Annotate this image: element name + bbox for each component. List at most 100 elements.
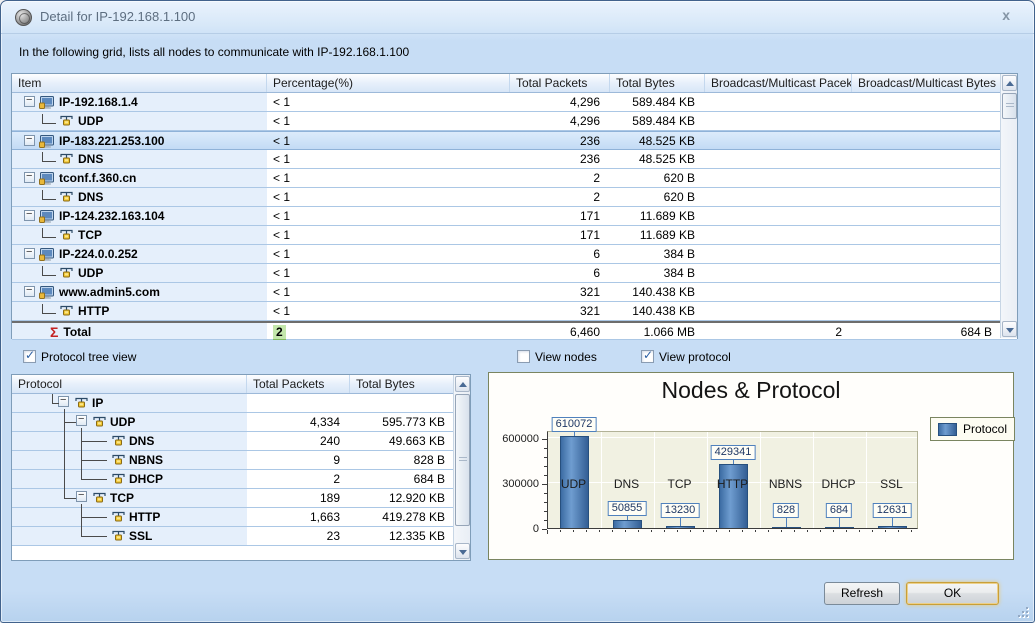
ptotal-packets-cell — [247, 394, 350, 412]
bm-bytes-cell — [852, 150, 1002, 168]
ptotal-bytes-cell: 828 B — [413, 453, 445, 467]
collapse-toggle-icon[interactable] — [24, 208, 35, 221]
bar-label-connector — [574, 432, 575, 436]
column-header-total-packets[interactable]: Total Packets — [510, 74, 610, 92]
bm-packets-cell — [705, 283, 852, 301]
chart-bar[interactable] — [878, 526, 907, 528]
view-nodes-label: View nodes — [535, 350, 597, 364]
protocol-tree-view-option[interactable]: Protocol tree view — [23, 348, 136, 366]
protocol-tree-view-checkbox[interactable] — [23, 348, 36, 363]
total-packets-cell: 236 — [579, 152, 600, 166]
node-name: IP-224.0.0.252 — [59, 247, 138, 261]
table-row[interactable]: UDP < 1 4,296 589.484 KB — [12, 112, 1017, 131]
collapse-toggle-icon[interactable] — [76, 413, 87, 426]
column-header-total-bytes[interactable]: Total Bytes — [610, 74, 705, 92]
collapse-toggle-icon[interactable] — [24, 246, 35, 259]
column-header-protocol[interactable]: Protocol — [12, 375, 247, 393]
protocol-name: TCP — [110, 491, 134, 505]
view-protocol-checkbox[interactable] — [641, 348, 654, 363]
table-row[interactable]: IP-124.232.163.104 < 1 171 11.689 KB — [12, 207, 1017, 226]
percentage-cell: < 1 — [273, 152, 291, 166]
bm-bytes-cell — [852, 112, 1002, 130]
bm-packets-cell — [705, 112, 852, 130]
scrollbar-thumb[interactable] — [1002, 93, 1017, 119]
protocol-row[interactable]: NBNS 9 828 B — [12, 451, 470, 470]
column-header-ptotal-packets[interactable]: Total Packets — [247, 375, 350, 393]
resize-grip[interactable] — [1016, 605, 1028, 617]
column-header-item[interactable]: Item — [12, 74, 267, 92]
chart-bar[interactable] — [825, 527, 854, 528]
column-header-bm-bytes[interactable]: Broadcast/Multicast Bytes — [852, 74, 1002, 92]
protocol-table-scrollbar[interactable] — [453, 375, 470, 560]
total-bytes-cell: 48.525 KB — [638, 152, 695, 166]
scroll-up-icon[interactable] — [455, 376, 470, 392]
table-row[interactable]: IP-224.0.0.252 < 1 6 384 B — [12, 245, 1017, 264]
column-header-bm-packets[interactable]: Broadcast/Multicast Pacekts — [705, 74, 852, 92]
chart-panel: Nodes & Protocol 610072 50855 13230 429341 8… — [488, 372, 1016, 560]
bm-bytes-cell — [852, 207, 1002, 225]
table-row[interactable]: IP-192.168.1.4 < 1 4,296 589.484 KB — [12, 93, 1017, 112]
bar-value-label: 828 — [772, 503, 800, 518]
scroll-down-icon[interactable] — [455, 543, 470, 559]
protocol-name: UDP — [78, 114, 104, 128]
chart-bar[interactable] — [613, 520, 642, 528]
bm-bytes-cell — [852, 302, 1002, 320]
protocol-row[interactable]: HTTP 1,663 419.278 KB — [12, 508, 470, 527]
collapse-toggle-icon[interactable] — [24, 133, 35, 146]
table-row[interactable]: DNS < 1 236 48.525 KB — [12, 150, 1017, 169]
total-packets-cell: 6 — [593, 266, 600, 280]
collapse-toggle-icon[interactable] — [24, 284, 35, 297]
protocol-row[interactable]: UDP 4,334 595.773 KB — [12, 413, 470, 432]
bar-label-connector — [733, 460, 734, 464]
collapse-toggle-icon[interactable] — [76, 489, 87, 502]
total-row[interactable]: Total 2 6,460 1.066 MB 2 684 B — [12, 321, 1017, 340]
percentage-cell: 2 — [267, 323, 510, 340]
chart-bar[interactable] — [560, 436, 589, 528]
collapse-toggle-icon[interactable] — [24, 94, 35, 107]
table-row[interactable]: UDP < 1 6 384 B — [12, 264, 1017, 283]
collapse-toggle-icon[interactable] — [24, 170, 35, 183]
chart-bar[interactable] — [772, 527, 801, 528]
protocol-icon — [75, 397, 88, 408]
protocol-row[interactable]: SSL 23 12.335 KB — [12, 527, 470, 546]
scroll-down-icon[interactable] — [1002, 321, 1017, 337]
scrollbar-thumb[interactable] — [455, 394, 470, 526]
protocol-icon — [112, 511, 125, 522]
table-row[interactable]: DNS < 1 2 620 B — [12, 188, 1017, 207]
protocol-icon — [93, 416, 106, 427]
chart-legend: Protocol — [930, 417, 1016, 441]
ptotal-bytes-cell: 12.335 KB — [388, 529, 445, 543]
protocol-row[interactable]: DHCP 2 684 B — [12, 470, 470, 489]
column-header-ptotal-bytes[interactable]: Total Bytes — [350, 375, 455, 393]
total-packets-cell: 6,460 — [569, 325, 600, 339]
table-row[interactable]: TCP < 1 171 11.689 KB — [12, 226, 1017, 245]
node-table-body: IP-192.168.1.4 < 1 4,296 589.484 KB UDP < 1 4,… — [12, 93, 1017, 340]
protocol-row[interactable]: IP — [12, 394, 470, 413]
protocol-row[interactable]: TCP 189 12.920 KB — [12, 489, 470, 508]
column-header-percentage[interactable]: Percentage(%) — [267, 74, 510, 92]
table-row[interactable]: tconf.f.360.cn < 1 2 620 B — [12, 169, 1017, 188]
chart-bar[interactable] — [719, 464, 748, 528]
bar-value-label: 12631 — [872, 503, 912, 518]
node-table: Item Percentage(%) Total Packets Total B… — [11, 73, 1018, 340]
refresh-button[interactable]: Refresh — [824, 582, 900, 605]
titlebar[interactable]: Detail for IP-192.168.1.100 x — [1, 1, 1034, 34]
bm-bytes-cell — [852, 169, 1002, 187]
view-nodes-option[interactable]: View nodes — [517, 350, 597, 366]
table-row[interactable]: www.admin5.com < 1 321 140.438 KB — [12, 283, 1017, 302]
view-protocol-option[interactable]: View protocol — [641, 348, 731, 366]
collapse-toggle-icon[interactable] — [58, 394, 69, 407]
view-nodes-checkbox[interactable] — [517, 350, 530, 363]
table-row[interactable]: HTTP < 1 321 140.438 KB — [12, 302, 1017, 321]
protocol-icon — [112, 473, 125, 484]
node-table-scrollbar[interactable] — [1000, 74, 1017, 338]
close-button[interactable]: x — [1002, 7, 1010, 23]
bar-value-label: 610072 — [551, 417, 597, 432]
protocol-row[interactable]: DNS 240 49.663 KB — [12, 432, 470, 451]
percentage-cell: < 1 — [273, 171, 291, 185]
chart-bar[interactable] — [666, 526, 695, 528]
ok-button[interactable]: OK — [906, 582, 999, 605]
total-packets-cell: 321 — [579, 285, 600, 299]
scroll-up-icon[interactable] — [1002, 75, 1017, 91]
